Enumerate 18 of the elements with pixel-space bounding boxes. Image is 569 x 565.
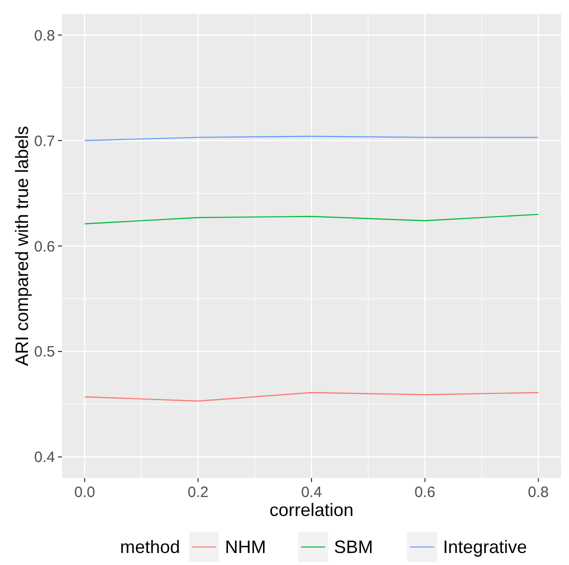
y-tick-label: 0.6 [34,238,55,256]
x-tick-label: 0.4 [301,484,322,501]
x-tick-label: 0.6 [414,484,436,501]
line-series [84,214,539,224]
x-axis-title: correlation [269,500,354,520]
line-series [84,392,539,402]
y-tick-label: 0.4 [34,449,55,466]
x-tick-label: 0.2 [188,484,209,501]
x-tick-label: 0.0 [74,484,96,501]
x-tick-label: 0.8 [528,484,549,501]
y-axis-title: ARI compared with true labels [12,126,32,366]
y-tick-label: 0.7 [34,132,55,150]
legend-title: method [120,537,180,557]
y-tick-label: 0.5 [34,344,55,361]
legend-label: NHM [225,537,266,557]
legend-label: Integrative [443,537,528,557]
legend-label: SBM [334,537,374,557]
y-tick-label: 0.8 [34,27,55,44]
